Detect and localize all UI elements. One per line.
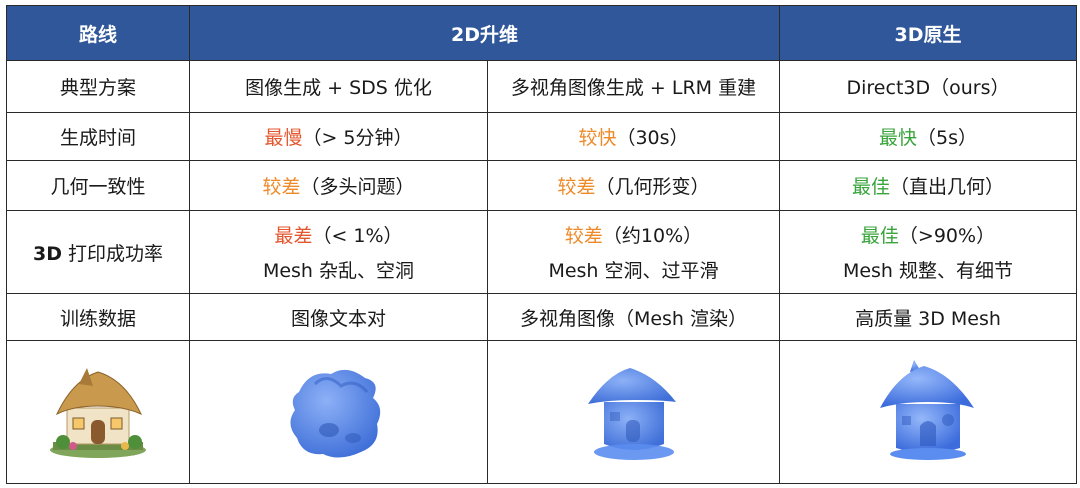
table-row: 生成时间 最慢（> 5分钟） 较快（30s） 最快（5s）: [6, 112, 1077, 161]
cell-lrm: 多视角图像生成 + LRM 重建: [487, 60, 780, 113]
cell-input-image: [6, 340, 190, 484]
image-row: [6, 340, 1077, 484]
rating-worst: 最慢: [264, 127, 303, 149]
table-row: 3D 打印成功率 最差（< 1%） Mesh 杂乱、空洞 较差（约10%） Me…: [6, 210, 1077, 294]
cell-sds: 图像生成 + SDS 优化: [189, 60, 488, 113]
cell-detail: （>90%）: [898, 225, 996, 247]
cell-detail: （5s）: [917, 127, 977, 149]
rating-medium: 较差: [557, 176, 596, 198]
table-row: 几何一致性 较差（多头问题） 较差（几何形变） 最佳（直出几何）: [6, 160, 1077, 211]
cell-sds: 最差（< 1%） Mesh 杂乱、空洞: [189, 210, 488, 294]
cell-note: Mesh 规整、有细节: [842, 260, 1014, 282]
row-label: 几何一致性: [6, 160, 190, 211]
cell-detail: （> 5分钟）: [302, 127, 413, 149]
row-label: 生成时间: [6, 112, 190, 161]
cell-sds: 最慢（> 5分钟）: [189, 112, 488, 161]
rating-worst: 最差: [274, 225, 313, 247]
cell-lrm: 较快（30s）: [487, 112, 780, 161]
header-3d-native: 3D原生: [779, 5, 1077, 61]
cell-sds: 图像文本对: [189, 293, 488, 341]
row-label-rest: 打印成功率: [61, 242, 164, 265]
header-row: 路线 2D升维 3D原生: [6, 5, 1077, 61]
house-photo-icon: [50, 368, 146, 458]
comparison-table: 路线 2D升维 3D原生 典型方案 图像生成 + SDS 优化 多视角图像生成 …: [6, 5, 1077, 484]
cell-detail: （约10%）: [602, 225, 703, 247]
cell-direct3d: 最佳（直出几何）: [779, 160, 1077, 211]
cell-direct3d: 高质量 3D Mesh: [779, 293, 1077, 341]
cell-detail: （直出几何）: [890, 176, 1005, 198]
table-row: 典型方案 图像生成 + SDS 优化 多视角图像生成 + LRM 重建 Dire…: [6, 60, 1077, 113]
cell-lrm-result: [487, 340, 780, 484]
cell-lrm: 多视角图像（Mesh 渲染）: [487, 293, 780, 341]
cell-direct3d: Direct3D（ours）: [779, 60, 1077, 113]
cell-sds-result: [189, 340, 488, 484]
cell-lrm: 较差（几何形变）: [487, 160, 780, 211]
cell-detail: （30s）: [616, 127, 689, 149]
row-label: 典型方案: [6, 60, 190, 113]
cell-lrm: 较差（约10%） Mesh 空洞、过平滑: [487, 210, 780, 294]
cell-sds: 较差（多头问题）: [189, 160, 488, 211]
direct3d-mesh-icon: [880, 360, 974, 460]
rating-best: 最快: [878, 127, 917, 149]
rating-medium: 较差: [564, 225, 603, 247]
rating-medium: 较快: [578, 127, 617, 149]
cell-note: Mesh 空洞、过平滑: [548, 260, 719, 282]
cell-detail: （< 1%）: [312, 225, 403, 247]
cell-detail: （多头问题）: [300, 176, 415, 198]
header-route: 路线: [6, 5, 190, 61]
row-label: 3D 打印成功率: [6, 210, 190, 294]
cell-detail: （几何形变）: [595, 176, 710, 198]
cell-note: Mesh 杂乱、空洞: [262, 260, 415, 282]
rating-best: 最佳: [860, 225, 899, 247]
header-2d-lifting: 2D升维: [189, 5, 780, 61]
cell-direct3d: 最佳（>90%） Mesh 规整、有细节: [779, 210, 1077, 294]
lrm-mesh-icon: [587, 368, 676, 460]
row-label: 训练数据: [6, 293, 190, 341]
cell-direct3d-result: [779, 340, 1077, 484]
table-row: 训练数据 图像文本对 多视角图像（Mesh 渲染） 高质量 3D Mesh: [6, 293, 1077, 341]
sds-mesh-icon: [289, 369, 380, 458]
rating-best: 最佳: [851, 176, 890, 198]
row-label-3d: 3D: [32, 242, 62, 265]
rating-medium: 较差: [262, 176, 301, 198]
cell-direct3d: 最快（5s）: [779, 112, 1077, 161]
